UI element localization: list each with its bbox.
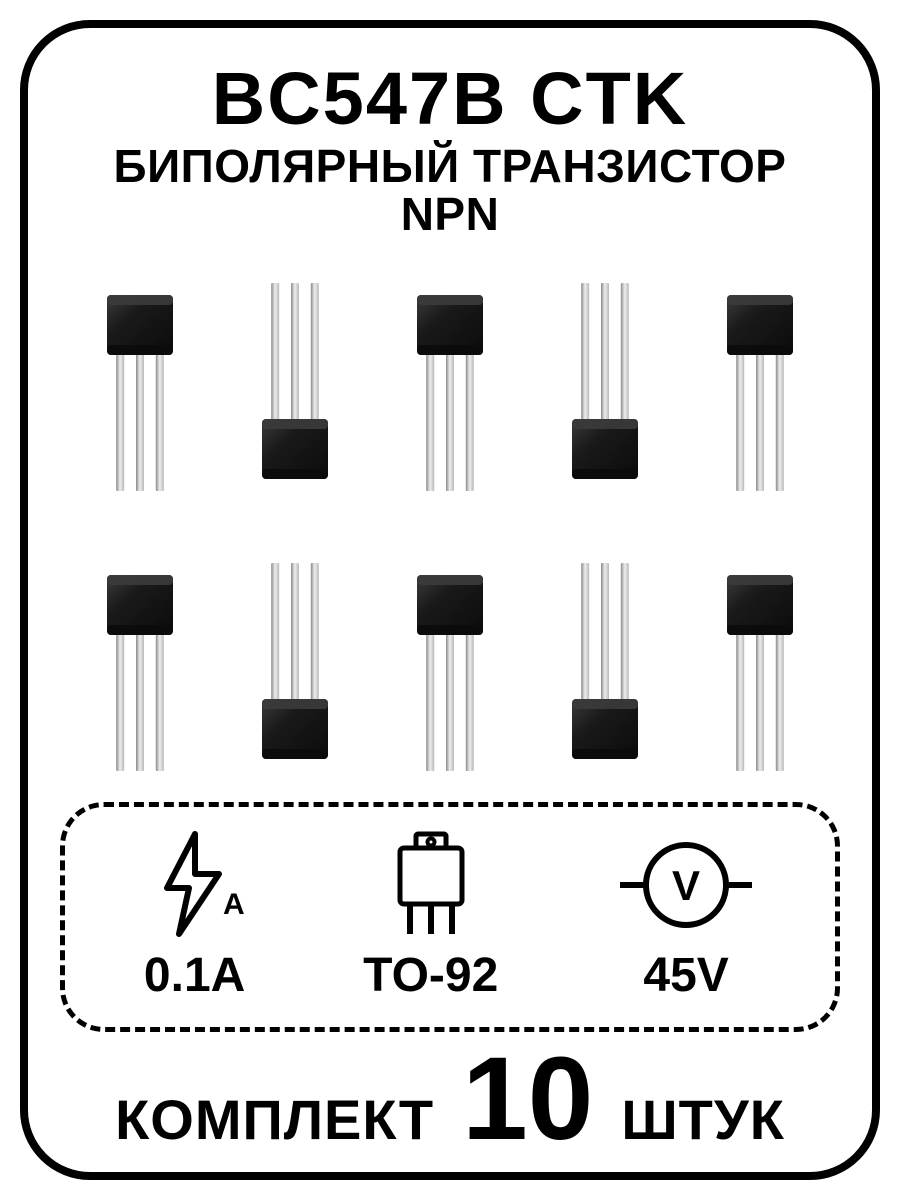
product-card: BC547B CTK БИПОЛЯРНЫЙ ТРАНЗИСТОР NPN: [20, 20, 880, 1180]
spec-package: TO-92: [363, 830, 498, 1003]
transistor-item: [385, 557, 515, 777]
lightning-amp-icon: A: [145, 830, 245, 940]
transistor-item: [230, 557, 360, 777]
voltmeter-icon: V: [616, 830, 756, 940]
transistor-item: [695, 557, 825, 777]
transistor-grid: [62, 263, 838, 792]
spec-voltage-label: 45V: [643, 948, 728, 1003]
svg-text:V: V: [672, 862, 700, 909]
kit-word-right: ШТУК: [621, 1087, 785, 1152]
transistor-item: [695, 277, 825, 497]
transistor-item: [540, 557, 670, 777]
svg-text:A: A: [223, 888, 245, 921]
spec-package-label: TO-92: [363, 948, 498, 1003]
spec-current: A 0.1A: [144, 830, 245, 1003]
transistor-item: [540, 277, 670, 497]
transistor-item: [230, 277, 360, 497]
product-model: BC547B CTK: [212, 62, 688, 136]
transistor-item: [385, 277, 515, 497]
spec-voltage: V 45V: [616, 830, 756, 1003]
package-to92-icon: [376, 830, 486, 940]
kit-count: 10: [462, 1046, 593, 1152]
kit-row: КОМПЛЕКТ 10 ШТУК: [62, 1046, 838, 1152]
kit-word-left: КОМПЛЕКТ: [115, 1087, 434, 1152]
spec-box: A 0.1A TO-92 V 45V: [60, 802, 840, 1032]
transistor-item: [75, 557, 205, 777]
spec-current-label: 0.1A: [144, 948, 245, 1003]
transistor-item: [75, 277, 205, 497]
product-type: БИПОЛЯРНЫЙ ТРАНЗИСТОР NPN: [62, 142, 838, 239]
